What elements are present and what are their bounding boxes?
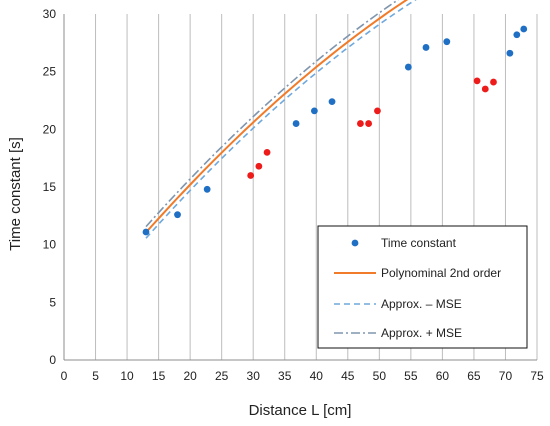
legend-label: Polynominal 2nd order: [381, 266, 501, 280]
y-tick-label: 15: [43, 180, 57, 194]
data-point: [365, 120, 373, 127]
x-tick-label: 35: [278, 369, 292, 383]
data-point: [310, 107, 318, 115]
data-point: [357, 120, 364, 127]
legend: Time constant Polynominal 2nd order Approx…: [317, 225, 528, 349]
data-point: [520, 25, 528, 33]
data-point: [203, 185, 211, 193]
data-point: [473, 77, 481, 85]
y-tick-label: 20: [43, 122, 57, 136]
x-tick-label: 20: [183, 369, 197, 383]
data-point: [328, 98, 336, 106]
y-tick-label: 0: [49, 353, 56, 367]
x-tick-label: 40: [310, 369, 324, 383]
data-point: [481, 85, 489, 93]
data-point: [422, 44, 430, 51]
y-tick-labels: 0 5 10 15 20 25 30: [43, 7, 57, 367]
data-point: [490, 78, 497, 86]
x-tick-label: 55: [404, 369, 418, 383]
legend-label: Time constant: [381, 236, 457, 250]
series-line: [145, 0, 400, 228]
data-point: [174, 211, 181, 219]
legend-box: [317, 225, 528, 349]
legend-label: Approx. + MSE: [381, 326, 462, 340]
data-point: [247, 172, 255, 179]
fit-lines: [145, 0, 417, 239]
data-point: [263, 149, 271, 156]
x-tick-labels: 0 5 10 15 20 25 30 35 40 45 50 55 60 65 70 75: [61, 369, 544, 383]
legend-marker: [351, 239, 359, 247]
data-point: [506, 49, 514, 57]
series-line: [145, 0, 409, 234]
y-tick-label: 30: [43, 7, 57, 21]
legend-label: Approx. – MSE: [381, 297, 462, 311]
y-tick-label: 10: [43, 238, 57, 252]
x-tick-label: 10: [120, 369, 134, 383]
x-tick-label: 45: [341, 369, 355, 383]
y-tick-label: 25: [43, 65, 57, 79]
data-point: [374, 107, 381, 115]
x-tick-label: 60: [436, 369, 450, 383]
x-tick-label: 25: [215, 369, 229, 383]
x-tick-label: 0: [61, 369, 68, 383]
x-tick-label: 50: [373, 369, 387, 383]
data-point: [255, 162, 263, 170]
data-point: [292, 120, 300, 127]
x-tick-label: 30: [247, 369, 261, 383]
x-axis-title: Distance L [cm]: [249, 402, 352, 419]
series-line: [145, 0, 417, 239]
x-tick-label: 75: [530, 369, 544, 383]
x-tick-label: 15: [152, 369, 166, 383]
data-point: [404, 63, 412, 71]
data-point: [142, 228, 150, 236]
y-axis-title: Time constant [s]: [7, 137, 24, 251]
x-tick-label: 70: [499, 369, 513, 383]
x-tick-label: 5: [92, 369, 99, 383]
data-point: [443, 38, 451, 46]
data-point: [513, 31, 521, 39]
x-tick-label: 65: [467, 369, 481, 383]
plot-axes: [63, 14, 537, 361]
y-tick-label: 5: [49, 295, 56, 309]
data-points: [142, 25, 528, 236]
